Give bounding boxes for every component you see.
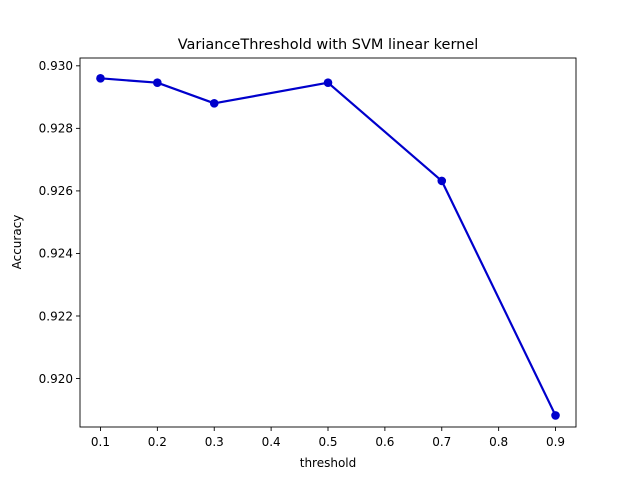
- data-point: [96, 74, 105, 83]
- data-point: [437, 176, 447, 186]
- y-tick-label: 0.928: [39, 122, 73, 136]
- x-tick-label: 0.5: [318, 435, 337, 449]
- x-tick-label: 0.1: [91, 435, 110, 449]
- chart-title: VarianceThreshold with SVM linear kernel: [178, 37, 479, 53]
- y-tick-label: 0.924: [39, 247, 73, 261]
- x-tick-label: 0.6: [375, 435, 394, 449]
- x-tick-label: 0.7: [432, 435, 451, 449]
- plot-area: 0.1 0.2 0.3 0.4 0.5 0.6 0.7 0.8 0.9 0.920 0.922 0.9…: [39, 57, 577, 449]
- data-point: [551, 411, 560, 420]
- x-tick-label: 0.3: [205, 435, 224, 449]
- y-axis-label: Accuracy: [10, 215, 24, 270]
- data-point: [153, 78, 162, 88]
- x-axis-label: threshold: [300, 456, 357, 470]
- y-tick-label: 0.926: [39, 184, 73, 198]
- series-line: [99, 77, 557, 417]
- x-tick-label: 0.8: [489, 435, 508, 449]
- y-tick-label: 0.920: [39, 372, 73, 386]
- y-tick-label: 0.922: [39, 309, 73, 323]
- data-point: [323, 78, 333, 88]
- x-tick-label: 0.4: [262, 435, 281, 449]
- x-tick-label: 0.9: [546, 435, 565, 449]
- axes-frame: [79, 57, 577, 428]
- y-tick-label: 0.930: [39, 59, 73, 73]
- x-tick-label: 0.2: [148, 435, 167, 449]
- data-point: [209, 99, 219, 108]
